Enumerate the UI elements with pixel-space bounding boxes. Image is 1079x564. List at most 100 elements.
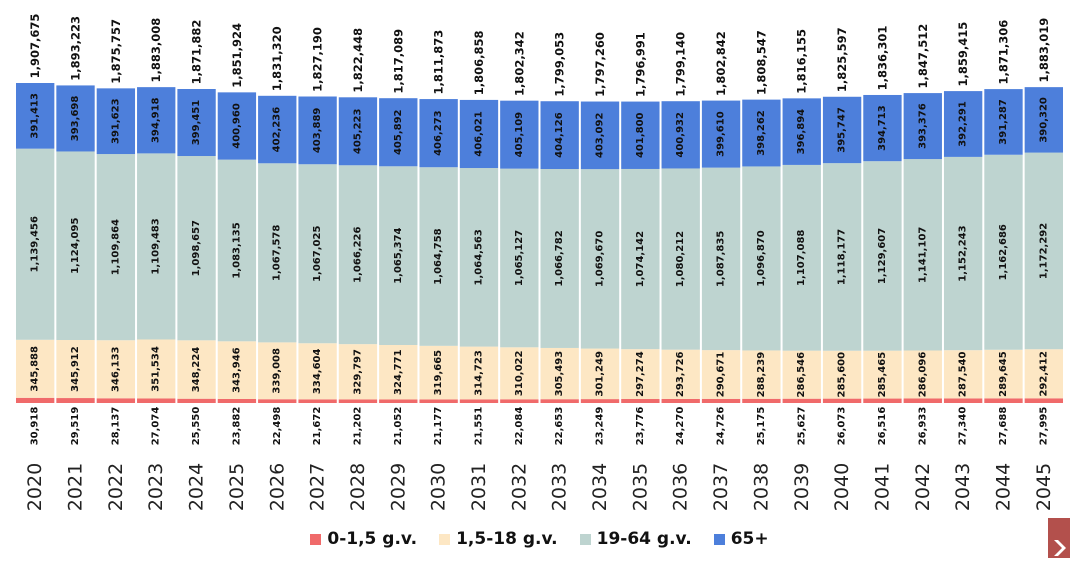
bar-segment	[56, 85, 95, 152]
bar-segment	[984, 349, 1023, 399]
data-label: 286,096	[917, 352, 928, 398]
data-label: 1,107,088	[796, 230, 807, 286]
bar-segment	[984, 154, 1023, 350]
bar-segment	[419, 167, 458, 346]
legend-label-working-age: 19-64 g.v.	[596, 529, 692, 549]
x-tick-label: 2023	[145, 463, 167, 511]
data-label: 1,162,686	[998, 224, 1009, 280]
data-label: 1,066,782	[554, 230, 565, 286]
bar-segment	[338, 399, 378, 403]
bar-segment	[863, 94, 902, 162]
bar-segment	[379, 166, 418, 345]
data-label: 310,022	[514, 350, 525, 396]
bar-segment	[822, 163, 862, 351]
bar-segment	[459, 99, 499, 169]
data-label: 405,892	[393, 109, 404, 155]
data-label: 329,797	[352, 349, 363, 395]
bar-segment	[177, 156, 216, 341]
bar-segment	[943, 398, 983, 403]
data-label: 22,084	[514, 407, 525, 446]
x-tick-label: 2027	[307, 463, 329, 511]
total-label: 1,802,842	[714, 31, 728, 96]
bar-segment	[701, 100, 741, 168]
data-label: 1,074,142	[635, 231, 646, 287]
data-label: 301,249	[595, 351, 606, 397]
bar-segment	[540, 169, 579, 348]
x-tick-label: 2033	[549, 463, 571, 511]
data-label: 290,671	[716, 352, 727, 398]
x-tick-label: 2036	[670, 463, 692, 511]
data-label: 26,516	[877, 407, 888, 446]
bar-segment	[540, 347, 579, 400]
data-label: 392,291	[958, 101, 969, 147]
total-label: 1,827,190	[311, 27, 325, 92]
data-label: 346,133	[110, 346, 121, 392]
data-label: 26,073	[837, 407, 848, 446]
bar-segment	[701, 167, 741, 351]
legend-item-seniors: 65+	[713, 529, 769, 549]
x-tick-label: 2025	[226, 463, 248, 511]
data-label: 293,726	[675, 351, 686, 397]
data-label: 339,008	[272, 348, 283, 394]
data-label: 305,493	[554, 351, 565, 397]
total-label: 1,799,053	[553, 32, 567, 97]
bar-segment	[903, 398, 942, 403]
bar-segment	[742, 166, 781, 351]
data-label: 400,932	[675, 112, 686, 158]
bar-segment	[621, 399, 660, 403]
data-label: 25,175	[756, 407, 767, 446]
bar-segment	[903, 350, 942, 399]
bar-segment	[96, 88, 136, 155]
data-label: 286,546	[796, 352, 807, 398]
data-label: 393,698	[70, 96, 81, 142]
data-label: 1,080,212	[675, 231, 686, 287]
bar-segment	[822, 398, 862, 403]
data-label: 1,129,607	[877, 228, 888, 284]
bar-segment	[1024, 398, 1063, 403]
data-label: 334,604	[312, 348, 323, 394]
data-label: 288,239	[756, 352, 767, 398]
data-label: 21,202	[352, 407, 363, 446]
bar-segment	[217, 341, 257, 399]
bar-segment	[258, 163, 297, 343]
bar-segment	[298, 164, 337, 344]
data-label: 27,995	[1038, 407, 1049, 446]
total-label: 1,806,858	[472, 31, 486, 96]
x-tick-label: 2041	[871, 463, 893, 511]
bar-segment	[661, 168, 700, 350]
legend-item-working-age: 19-64 g.v.	[579, 529, 692, 549]
bar-segment	[16, 339, 55, 398]
bar-segment	[984, 89, 1023, 155]
data-label: 396,894	[796, 109, 807, 155]
x-tick-label: 2028	[347, 463, 369, 511]
total-label: 1,883,019	[1037, 18, 1051, 83]
data-label: 30,918	[30, 407, 41, 446]
data-label: 393,376	[917, 103, 928, 149]
data-label: 21,177	[433, 407, 444, 446]
total-label: 1,859,415	[956, 22, 970, 87]
data-label: 403,092	[595, 113, 606, 159]
data-label: 324,771	[393, 349, 404, 395]
bar-segment	[177, 340, 216, 399]
bar-segment	[96, 340, 136, 399]
total-label: 1,796,991	[633, 32, 647, 97]
legend-swatch-working-age	[579, 533, 591, 545]
bar-segment	[177, 398, 216, 403]
legend-label-seniors: 65+	[730, 529, 769, 549]
data-label: 22,498	[272, 407, 283, 446]
data-label: 292,412	[1038, 351, 1049, 397]
bar-segment	[298, 96, 337, 165]
bar-segment	[56, 151, 95, 341]
brand-logo-icon	[1048, 518, 1070, 558]
data-label: 319,665	[433, 350, 444, 396]
data-label: 1,152,243	[958, 225, 969, 281]
bar-segment	[137, 339, 176, 399]
data-label: 27,688	[998, 407, 1009, 446]
bar-segment	[621, 349, 660, 400]
x-tick-label: 2032	[508, 463, 530, 511]
data-label: 21,052	[393, 407, 404, 446]
total-label: 1,817,089	[391, 29, 405, 94]
bar-segment	[903, 93, 942, 160]
bar-segment	[459, 346, 499, 400]
data-label: 406,273	[433, 110, 444, 156]
